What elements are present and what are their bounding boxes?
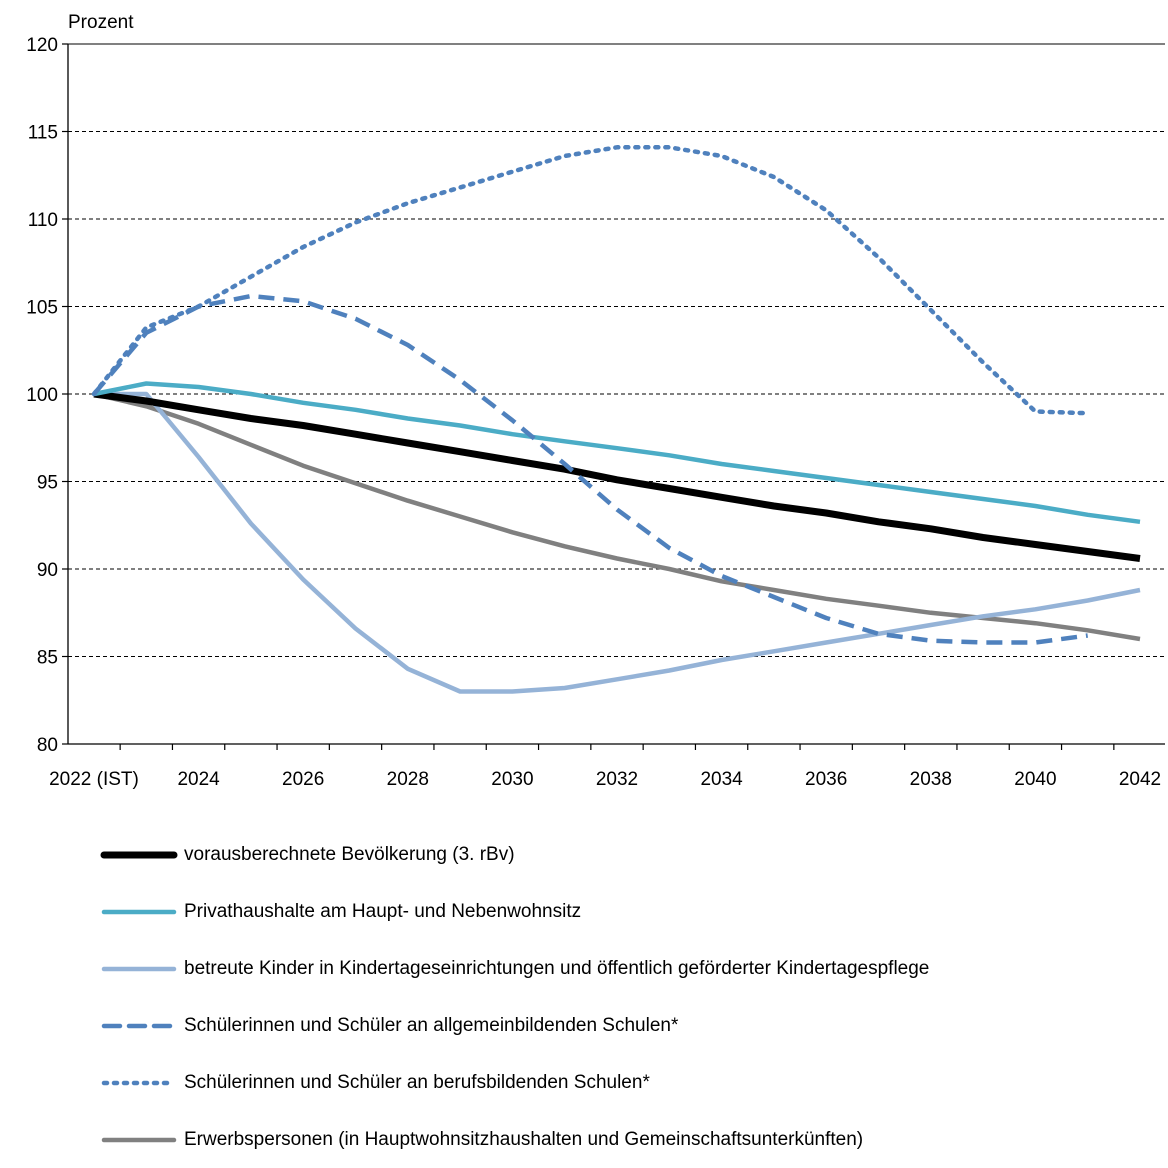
legend-swatch <box>100 1134 180 1146</box>
legend-item: vorausberechnete Bevölkerung (3. rBv) <box>100 826 1160 883</box>
series-line <box>93 390 1141 562</box>
legend-swatch <box>100 906 180 918</box>
series-line <box>92 293 1088 645</box>
y-tick-labels: 80 85 90 95 100 105 110 115 120 <box>26 35 68 756</box>
x-tick-label: 2030 <box>491 769 533 790</box>
y-tick-label: 85 <box>37 648 58 669</box>
legend-swatch-line <box>101 966 177 971</box>
series-line <box>93 391 1141 642</box>
legend-swatch-line <box>101 909 177 914</box>
legend-label: Privathaushalte am Haupt- und Nebenwohns… <box>184 900 582 922</box>
x-tick-label: 2042 <box>1119 769 1161 790</box>
legend-swatch <box>100 1077 180 1089</box>
y-tick-label: 115 <box>28 123 58 144</box>
legend-item: betreute Kinder in Kindertageseinrichtun… <box>100 940 1160 997</box>
series-line <box>93 381 1141 525</box>
series-lines <box>91 145 1141 694</box>
x-tick-label: 2026 <box>282 769 324 790</box>
gridlines <box>68 43 1165 657</box>
legend-item: Privathaushalte am Haupt- und Nebenwohns… <box>100 883 1160 940</box>
y-tick-label: 100 <box>26 385 58 406</box>
y-tick-label: 120 <box>26 35 58 56</box>
x-tick-label: 2040 <box>1014 769 1056 790</box>
x-tick-label: 2038 <box>910 769 952 790</box>
legend-swatch-line <box>101 1023 177 1028</box>
x-tick-label: 2036 <box>805 769 847 790</box>
legend-label: Schülerinnen und Schüler an berufsbilden… <box>184 1071 650 1093</box>
legend-swatch <box>100 1020 180 1032</box>
y-axis-label: Prozent <box>68 12 134 33</box>
series-line <box>91 145 1090 416</box>
legend-swatch-line <box>101 1137 177 1142</box>
legend-label: Schülerinnen und Schüler an allgemeinbil… <box>184 1014 679 1036</box>
x-tick-label: 2032 <box>596 769 638 790</box>
x-tick-labels: 2022 (IST) 2024 2026 2028 2030 2032 2034 2036 20… <box>49 744 1161 790</box>
y-tick-label: 105 <box>26 298 58 319</box>
y-tick-label: 95 <box>37 473 58 494</box>
legend-swatch-line <box>100 851 178 858</box>
legend-item: Schülerinnen und Schüler an allgemeinbil… <box>100 997 1160 1054</box>
legend-item: Erwerbspersonen (in Hauptwohnsitzhaushal… <box>100 1111 1160 1168</box>
y-tick-label: 80 <box>37 735 58 756</box>
x-tick-label: 2034 <box>700 769 743 790</box>
x-tick-label: 2024 <box>177 769 220 790</box>
y-tick-label: 110 <box>28 210 58 231</box>
legend-swatch <box>100 963 180 975</box>
legend-label: vorausberechnete Bevölkerung (3. rBv) <box>184 843 515 865</box>
legend-label: betreute Kinder in Kindertageseinrichtun… <box>184 957 930 979</box>
series-line <box>94 391 1141 694</box>
legend-swatch-line <box>101 1080 177 1085</box>
y-tick-label: 90 <box>37 560 58 581</box>
x-tick-label: 2028 <box>387 769 429 790</box>
x-tick-label: 2022 (IST) <box>49 769 139 790</box>
legend-label: Erwerbspersonen (in Hauptwohnsitzhaushal… <box>184 1128 864 1150</box>
legend-item: Schülerinnen und Schüler an berufsbilden… <box>100 1054 1160 1111</box>
legend-swatch <box>100 849 180 861</box>
